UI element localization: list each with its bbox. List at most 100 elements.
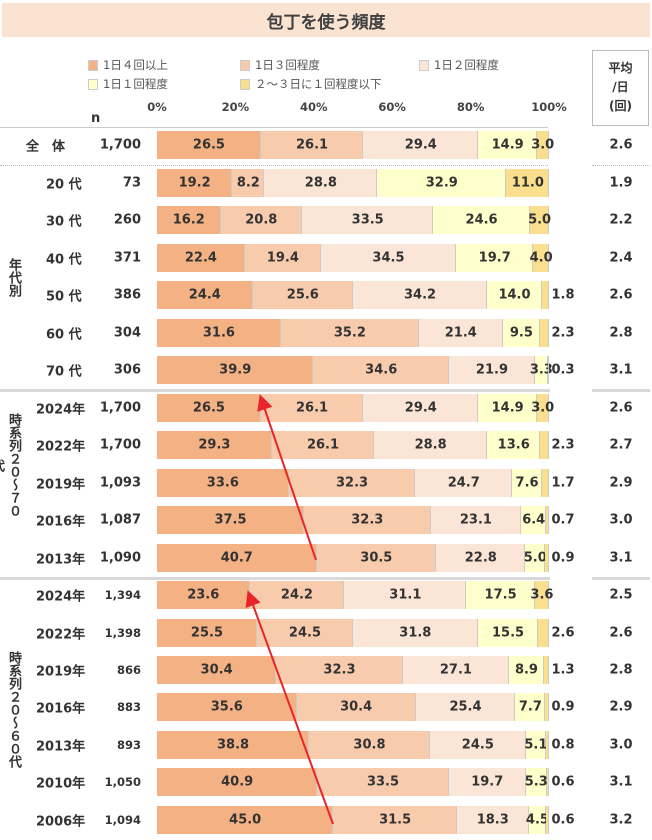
- bar-value-label: 16.2: [172, 212, 205, 228]
- bar-value-label: 0.3: [551, 362, 575, 378]
- bar-value-label: 32.9: [425, 175, 458, 191]
- bar-value-label: 15.5: [491, 625, 525, 641]
- bar-value-label: 26.1: [295, 137, 329, 153]
- bar-value-label: 5.0: [528, 212, 552, 228]
- x-tick-label: 80%: [456, 100, 485, 114]
- bar-segment: [545, 544, 549, 572]
- bar-value-label: 3.0: [531, 400, 555, 416]
- bar-segment: [433, 206, 530, 234]
- row-n: 73: [122, 175, 141, 191]
- bar-segment: [353, 281, 488, 309]
- row-average: 2.2: [609, 212, 633, 228]
- bar-segment: [302, 206, 434, 234]
- x-tick-label: 100%: [531, 100, 567, 114]
- row-label: 2013年: [36, 739, 86, 755]
- row-n: 866: [116, 663, 141, 677]
- row-average: 1.9: [609, 175, 633, 191]
- bar-segment: [543, 656, 549, 684]
- bar-segment: [525, 768, 547, 796]
- bar-value-label: 5.1: [524, 737, 548, 753]
- bar-value-label: 26.5: [192, 400, 225, 416]
- average-header: 平均 /日 (回): [592, 50, 649, 126]
- row-n: 1,700: [99, 437, 141, 453]
- avg-header-line: /日: [612, 80, 629, 94]
- bar-value-label: 37.5: [214, 512, 247, 528]
- bar-value-label: 5.0: [523, 550, 547, 566]
- bar-segment: [477, 619, 539, 647]
- bar-segment: [313, 356, 450, 384]
- bar-value-label: 18.3: [476, 812, 509, 828]
- row-n: 1,087: [99, 512, 141, 528]
- bar-value-label: 25.4: [449, 699, 482, 715]
- x-tick-label: 40%: [300, 100, 328, 114]
- bar-value-label: 40.7: [220, 550, 253, 566]
- bar-value-label: 22.4: [184, 250, 217, 266]
- bar-segment: [264, 169, 378, 197]
- bar-value-label: 24.4: [188, 287, 221, 303]
- bar-segment: [317, 768, 449, 796]
- bar-value-label: 29.4: [404, 137, 437, 153]
- bar-value-label: 45.0: [229, 812, 262, 828]
- bar-value-label: 24.5: [288, 625, 322, 641]
- bar-segment: [260, 131, 364, 159]
- bar-value-label: 31.5: [379, 812, 412, 828]
- bar-segment: [506, 169, 550, 197]
- bar-segment: [478, 131, 537, 159]
- bar-segment: [320, 244, 457, 272]
- bar-value-label: 2.3: [551, 437, 575, 453]
- bar-segment: [157, 394, 261, 422]
- bar-value-label: 8.2: [236, 175, 260, 191]
- bar-value-label: 31.1: [389, 587, 422, 603]
- bar-segment: [402, 656, 509, 684]
- bar-segment: [540, 431, 550, 459]
- row-label: 60 代: [46, 327, 82, 343]
- legend-swatch: [88, 78, 98, 90]
- bar-value-label: 17.5: [484, 587, 517, 603]
- bar-segment: [157, 206, 221, 234]
- bar-value-label: 25.6: [286, 287, 319, 303]
- row-average: 3.0: [609, 737, 633, 753]
- legend-item-3: 1日３回程度: [240, 57, 320, 73]
- bar-value-label: 6.4: [522, 512, 546, 528]
- bar-value-label: 28.8: [304, 175, 337, 191]
- bar-segment: [344, 581, 467, 609]
- bar-segment: [546, 806, 549, 834]
- row-n: 1,398: [104, 626, 141, 640]
- bar-value-label: 30.8: [353, 737, 386, 753]
- bar-segment: [157, 131, 261, 159]
- row-average: 3.0: [609, 512, 633, 528]
- legend-item-2: 1日２回程度: [419, 57, 499, 73]
- bar-segment: [418, 319, 503, 347]
- row-n: 1,050: [104, 775, 141, 789]
- bar-value-label: 31.8: [399, 625, 432, 641]
- bar-segment: [280, 319, 419, 347]
- bar-segment: [466, 581, 535, 609]
- group-label: 時系列２０～６０代: [6, 650, 21, 768]
- bar-segment: [478, 394, 537, 422]
- legend-swatch: [88, 59, 98, 71]
- bar-value-label: 8.9: [514, 662, 538, 678]
- row-label: 全 体: [26, 139, 66, 155]
- row-label: 2006年: [36, 814, 86, 830]
- bar-segment: [436, 544, 526, 572]
- row-n: 371: [113, 250, 141, 266]
- bar-segment: [534, 581, 549, 609]
- bar-value-label: 20.8: [245, 212, 278, 228]
- bar-value-label: 1.7: [551, 475, 575, 491]
- bar-segment: [157, 244, 245, 272]
- bar-segment: [539, 319, 549, 347]
- row-n: 386: [113, 287, 141, 303]
- row-n: 1,700: [99, 400, 141, 416]
- bar-value-label: 34.2: [403, 287, 437, 303]
- row-average: 3.1: [609, 362, 633, 378]
- bar-value-label: 23.6: [187, 587, 220, 603]
- row-label: 2019年: [36, 664, 86, 680]
- bar-value-label: 21.9: [475, 362, 508, 378]
- bar-segment: [449, 356, 535, 384]
- bar-value-label: 11.0: [511, 175, 544, 191]
- bar-value-label: 25.5: [190, 625, 224, 641]
- bar-value-label: 26.1: [295, 400, 329, 416]
- bar-segment: [333, 806, 457, 834]
- bar-value-label: 7.6: [515, 475, 539, 491]
- bar-segment: [363, 131, 479, 159]
